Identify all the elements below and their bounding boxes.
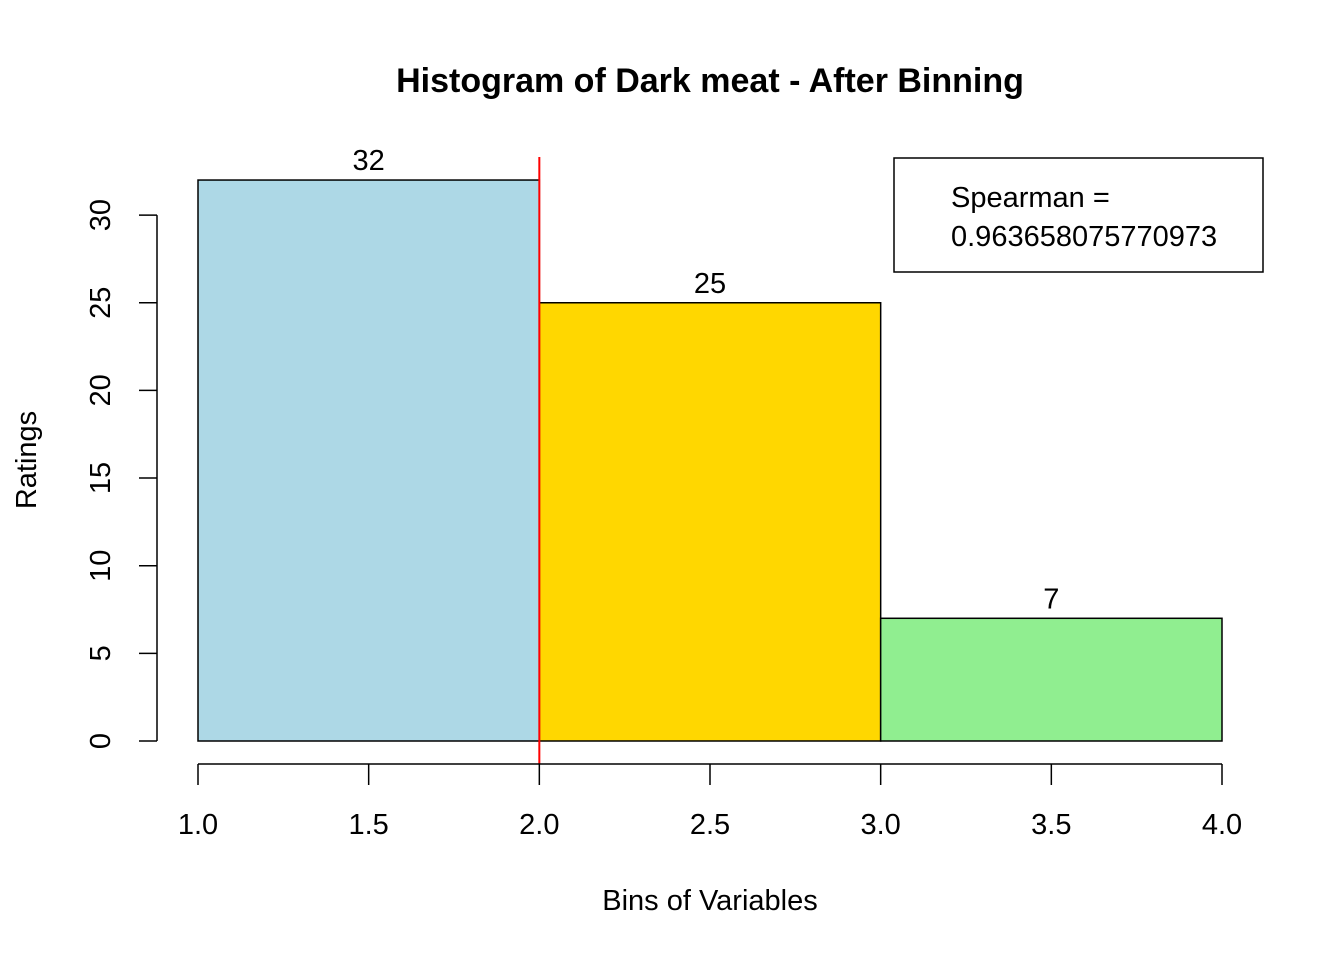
x-axis: 1.0 1.5 2.0 2.5 3.0 3.5 4.0 [178,763,1242,841]
legend: Spearman = 0.963658075770973 [893,157,1264,273]
bar-labels: 32 25 7 [353,145,1060,615]
bar [197,179,541,742]
x-tick-label: 3.5 [1031,809,1071,841]
bar-value-label: 7 [1043,583,1059,615]
x-tick-label: 1.0 [178,809,218,841]
chart-title: Histogram of Dark meat - After Binning [396,62,1024,100]
y-tick-label: 15 [85,462,117,494]
x-tick-label: 2.5 [690,809,730,841]
y-tick-label: 20 [85,374,117,406]
bar [538,302,882,742]
y-tick-label: 25 [85,287,117,319]
bars [197,179,1223,742]
y-tick-label: 0 [85,733,117,749]
x-axis-label: Bins of Variables [602,885,817,917]
y-tick-label: 10 [85,550,117,582]
bar-value-label: 25 [694,268,726,300]
legend-line-2: 0.963658075770973 [951,221,1217,253]
x-tick-label: 4.0 [1202,809,1242,841]
x-tick-label: 3.0 [861,809,901,841]
legend-line-1: Spearman = [951,182,1110,214]
bar-value-label: 32 [353,145,385,177]
y-axis: 0 5 10 15 20 25 30 [85,199,158,749]
y-axis-label: Ratings [11,411,43,509]
legend-box [893,157,1264,273]
bar [879,617,1223,742]
x-tick-label: 1.5 [349,809,389,841]
y-tick-label: 5 [85,645,117,661]
y-tick-label: 30 [85,199,117,231]
x-tick-label: 2.0 [519,809,559,841]
